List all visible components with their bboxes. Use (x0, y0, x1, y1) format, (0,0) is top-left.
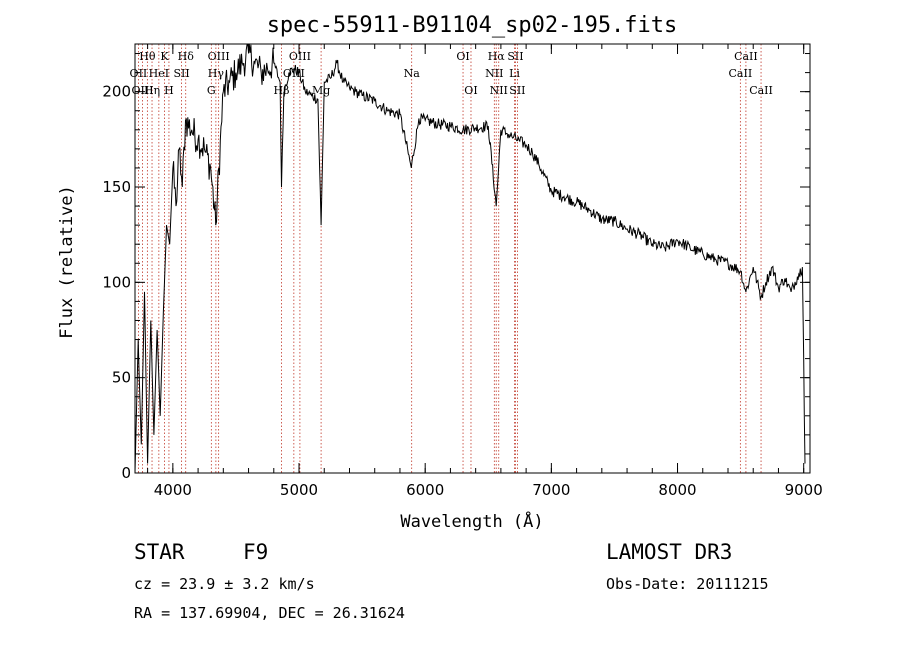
x-tick-label: 8000 (658, 481, 696, 499)
spectral-line-label: OIII (132, 84, 154, 97)
x-tick-label: 5000 (280, 481, 318, 499)
y-axis-label: Flux (relative) (57, 185, 77, 339)
redshift-text: cz = 23.9 ± 3.2 km/s (134, 575, 315, 593)
x-tick-label: 9000 (785, 481, 823, 499)
spectral-line-label: SII (509, 84, 525, 97)
spectral-line-label: CaII (749, 84, 773, 97)
subclass-label: F9 (243, 540, 269, 564)
y-tick-label: 0 (121, 464, 131, 482)
spectral-line-label: NII (490, 84, 508, 97)
spectral-line-label: Hα (488, 50, 506, 63)
axes: 4000 5000 6000 7000 8000 9000 0 50 100 150 200 (102, 43, 823, 499)
spectral-line-label: Hγ (208, 67, 225, 80)
spectral-line-label: CaII (734, 50, 758, 63)
y-tick-label: 200 (102, 83, 131, 101)
spectrum-chart: spec-55911-B91104_sp02-195.fits Hθ OII OII… (57, 13, 823, 532)
spectral-line-label: SII (173, 67, 189, 80)
spectrum-line (134, 43, 806, 474)
spectral-line-label: Hθ (139, 50, 156, 63)
spectral-line-label: Hδ (178, 50, 195, 63)
spectral-line-label: CaII (729, 67, 753, 80)
survey-label: LAMOST DR3 (606, 540, 733, 564)
spectral-line-label: Na (404, 67, 421, 80)
spectral-line-label: OIII (208, 50, 230, 63)
spectral-line-label: OI (456, 50, 469, 63)
spectral-line-label: OI (464, 84, 477, 97)
spectral-line-label: OIII (289, 50, 311, 63)
coordinates-text: RA = 137.69904, DEC = 26.31624 (134, 604, 405, 622)
plot-frame (134, 43, 811, 474)
y-tick-label: 100 (102, 273, 131, 291)
spectral-line-label: NII (485, 67, 503, 80)
y-tick-label: 150 (102, 178, 131, 196)
spectral-line-label: Mg (312, 84, 330, 97)
spectral-line-label: H (164, 84, 174, 97)
y-tick-label: 50 (112, 369, 131, 387)
obs-date-text: Obs-Date: 20111215 (606, 575, 769, 593)
spectral-line-label: HeI (149, 67, 169, 80)
spectral-line-label: OII (130, 67, 148, 80)
x-axis-label: Wavelength (Å) (400, 510, 543, 532)
chart-title: spec-55911-B91104_sp02-195.fits (267, 13, 678, 38)
spectral-line-label: K (160, 50, 169, 63)
spectrum-series (134, 43, 806, 474)
x-tick-label: 7000 (532, 481, 570, 499)
spectral-line-label: Li (509, 67, 520, 80)
x-tick-label: 4000 (154, 481, 192, 499)
spectral-line-label: G (207, 84, 216, 97)
spectral-line-label: SII (507, 50, 523, 63)
spectral-line-label: Hη (144, 84, 160, 97)
class-label: STAR (134, 540, 185, 564)
x-tick-label: 6000 (406, 481, 444, 499)
